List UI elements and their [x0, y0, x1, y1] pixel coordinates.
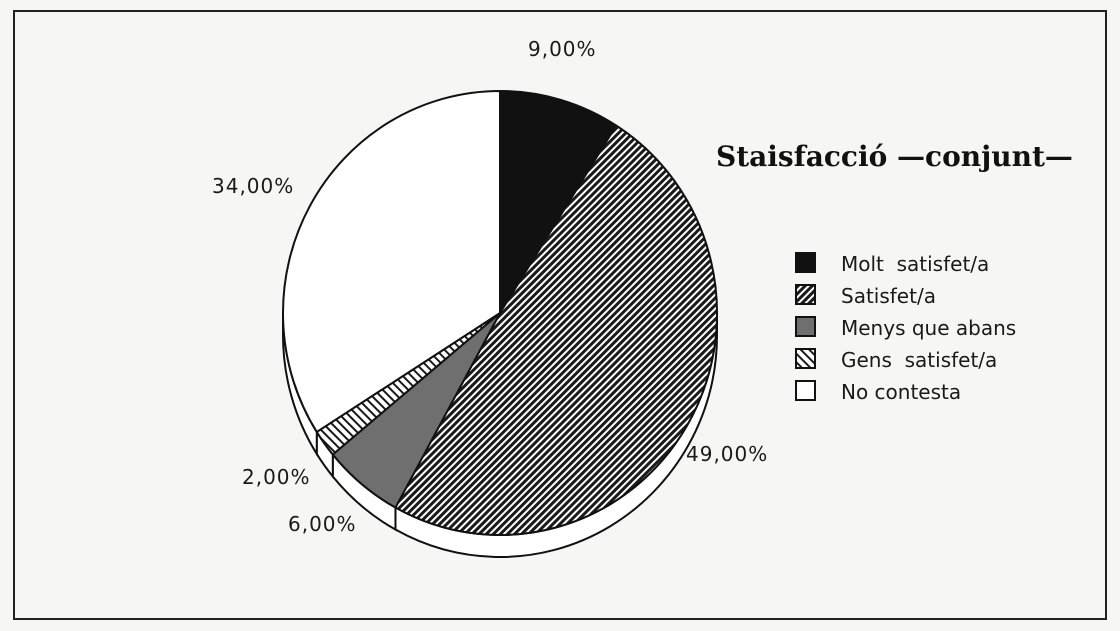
legend-swatch [795, 252, 816, 273]
chart-title: Staisfacció —conjunt— [716, 140, 1073, 173]
legend-swatch [795, 380, 816, 401]
slice-value-label: 6,00% [288, 512, 357, 536]
slice-value-label: 2,00% [242, 465, 311, 489]
slice-1 [499, 90, 618, 314]
slice-value-label: 34,00% [212, 174, 294, 198]
legend-swatch [795, 284, 816, 305]
slice-5 [282, 90, 501, 433]
legend-label: Satisfet/a [841, 284, 936, 308]
legend-label: Menys que abans [841, 316, 1016, 340]
legend-swatch [795, 348, 816, 369]
pie-group [282, 90, 718, 558]
slice-2 [394, 124, 718, 536]
chart-border [13, 10, 1107, 620]
legend-swatch [795, 316, 816, 337]
legend-label: Molt satisfet/a [841, 252, 989, 276]
slice-labels: 9,00% 49,00% 6,00% 2,00% 34,00% [212, 37, 768, 536]
legend-label: No contesta [841, 380, 961, 404]
legend-label: Gens satisfet/a [841, 348, 997, 372]
slice-value-label: 9,00% [528, 37, 597, 61]
legend: Molt satisfet/a Satisfet/a Menys que abans… [795, 252, 1016, 404]
slice-value-label: 49,00% [686, 442, 768, 466]
